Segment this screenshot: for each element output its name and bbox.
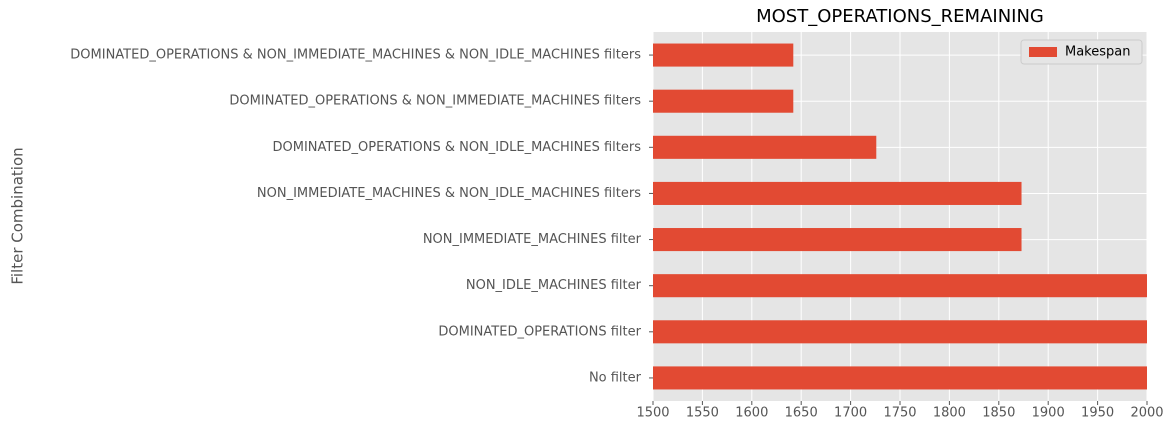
x-tick-label: 1500 xyxy=(636,406,669,421)
x-tick-label: 1650 xyxy=(785,406,818,421)
bar xyxy=(653,181,1022,205)
bar xyxy=(653,135,877,159)
legend-swatch xyxy=(1029,47,1057,57)
x-tick-label: 1950 xyxy=(1081,406,1114,421)
x-tick-label: 1900 xyxy=(1032,406,1065,421)
x-tick-label: 1600 xyxy=(735,406,768,421)
y-tick-label: DOMINATED_OPERATIONS filter xyxy=(438,324,641,339)
x-tick-label: 1800 xyxy=(933,406,966,421)
y-tick-label: DOMINATED_OPERATIONS & NON_IMMEDIATE_MAC… xyxy=(229,94,641,109)
bar xyxy=(653,366,1147,390)
y-tick-label: DOMINATED_OPERATIONS & NON_IDLE_MACHINES… xyxy=(272,140,641,155)
x-tick-label: 2000 xyxy=(1130,406,1163,421)
bar xyxy=(653,320,1147,344)
y-tick-label: NON_IDLE_MACHINES filter xyxy=(466,278,642,293)
x-tick-label: 1550 xyxy=(686,406,719,421)
x-tick-label: 1750 xyxy=(883,406,916,421)
bar xyxy=(653,228,1022,252)
bar xyxy=(653,43,794,67)
y-tick-label: NON_IMMEDIATE_MACHINES filter xyxy=(423,232,642,247)
y-tick-label: No filter xyxy=(589,370,642,385)
bar xyxy=(653,274,1147,298)
chart-title: MOST_OPERATIONS_REMAINING xyxy=(756,6,1044,27)
bar xyxy=(653,89,794,113)
x-tick-label: 1850 xyxy=(982,406,1015,421)
x-tick-label: 1700 xyxy=(834,406,867,421)
legend-label: Makespan xyxy=(1065,45,1130,60)
y-tick-label: DOMINATED_OPERATIONS & NON_IMMEDIATE_MAC… xyxy=(70,48,641,63)
y-tick-label: NON_IMMEDIATE_MACHINES & NON_IDLE_MACHIN… xyxy=(257,186,641,201)
legend-box xyxy=(1020,39,1143,65)
y-axis-label: Filter Combination xyxy=(9,147,27,284)
